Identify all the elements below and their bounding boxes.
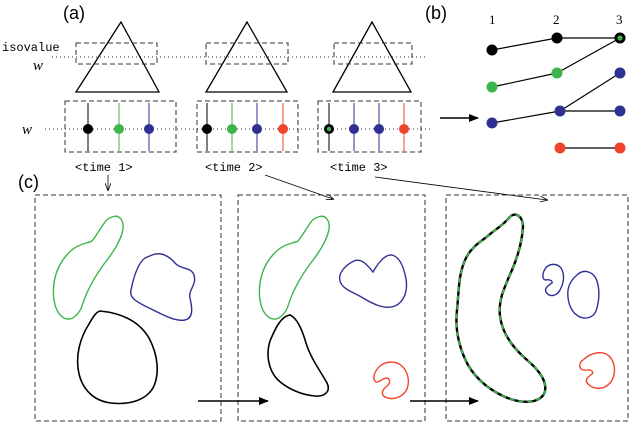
graph-column-3: 3	[616, 12, 623, 27]
contour-tree-2	[204, 20, 289, 93]
graph-node	[551, 67, 563, 79]
contour-black	[267, 314, 330, 397]
graph-column-1: 1	[489, 12, 496, 27]
contour-red	[373, 361, 410, 400]
frame-time-1	[34, 194, 222, 422]
graph-node	[486, 117, 498, 129]
time-box-1	[64, 100, 177, 153]
time-label-2: <time 2>	[205, 161, 263, 175]
component-dot	[202, 124, 212, 134]
component-dot	[326, 126, 332, 132]
component-dot	[144, 124, 154, 134]
graph-node	[486, 81, 498, 93]
component-dot	[399, 124, 409, 134]
tracking-graph	[486, 32, 626, 154]
component-dot	[349, 124, 359, 134]
component-dot	[114, 124, 124, 134]
time-label-1: <time 1>	[75, 161, 133, 175]
graph-node	[486, 44, 498, 56]
time-label-3: <time 3>	[330, 161, 388, 175]
component-dot	[374, 124, 384, 134]
frame-time-3	[445, 194, 629, 422]
contour-blue-large	[567, 270, 600, 319]
w-label-top: w	[33, 58, 43, 74]
panel-label-b: (b)	[425, 3, 447, 23]
graph-node	[554, 105, 566, 117]
graph-node	[617, 35, 623, 41]
frame-time-2	[237, 194, 426, 422]
component-dot	[83, 124, 93, 134]
graph-node	[554, 142, 566, 154]
component-dot	[227, 124, 237, 134]
graph-node	[614, 67, 626, 79]
w-label-bottom: w	[22, 122, 32, 138]
contour-tree-3	[331, 20, 413, 93]
contour-blue-small	[542, 263, 565, 297]
contour-merged-overlay	[455, 213, 547, 403]
component-dot	[252, 124, 262, 134]
contour-green	[52, 215, 124, 320]
graph-column-2: 2	[553, 12, 560, 27]
contour-red	[579, 352, 616, 390]
graph-node	[614, 142, 626, 154]
contour-blue	[130, 253, 196, 321]
graph-node	[614, 105, 626, 117]
component-dot	[278, 124, 288, 134]
panel-label-c: (c)	[18, 172, 39, 192]
contour-merged	[455, 213, 547, 403]
isovalue-label: isovalue	[2, 41, 60, 55]
time-box-3	[317, 100, 422, 153]
contour-tree-1	[74, 20, 161, 93]
time-box-2	[196, 100, 299, 153]
contour-blue	[338, 254, 408, 308]
panel-label-a: (a)	[63, 3, 85, 23]
graph-node	[551, 32, 563, 44]
arrow-time-3	[374, 176, 547, 200]
contour-green	[258, 215, 330, 320]
contour-black	[76, 310, 158, 405]
